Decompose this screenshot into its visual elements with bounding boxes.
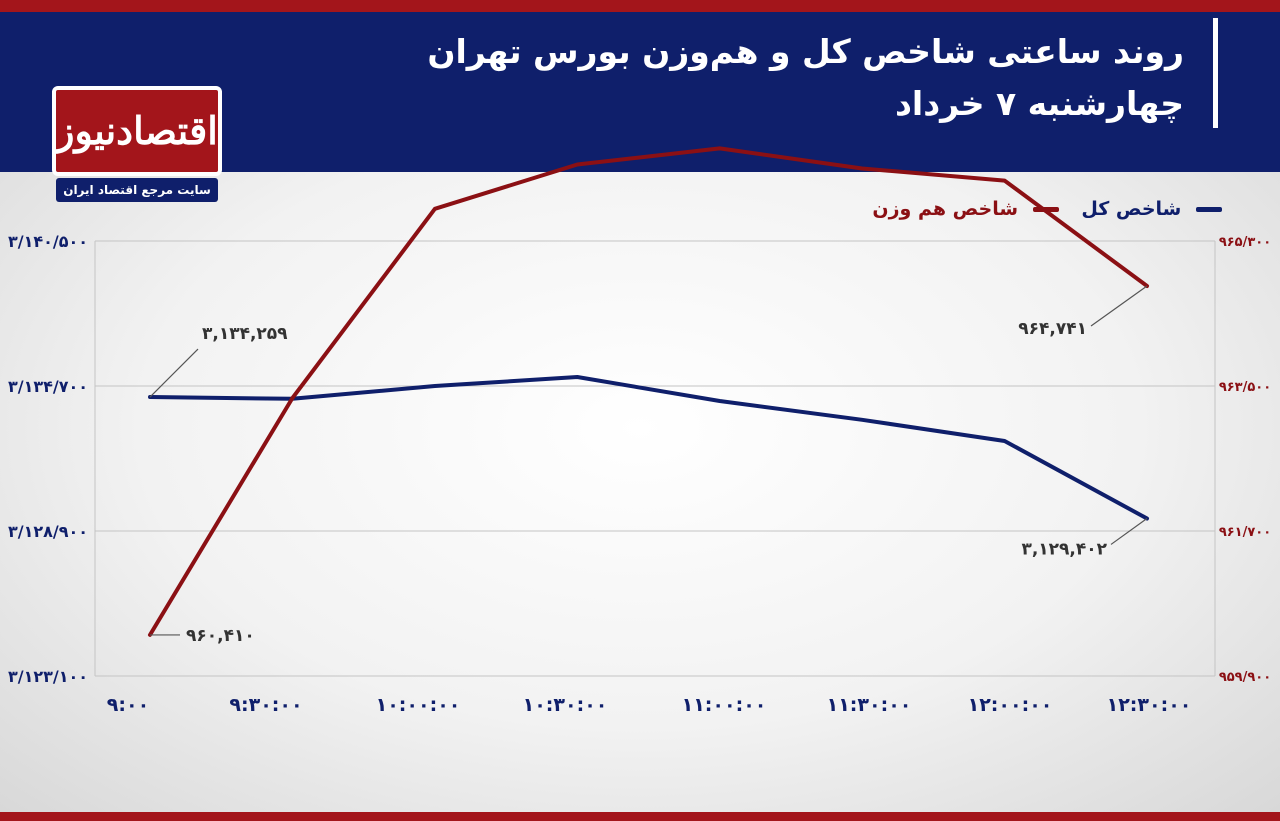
series-line-total [148,375,1149,521]
brand-tagline: سایت مرجع اقتصاد ایران [56,178,218,202]
y-right-tick-label: ۹۵۹/۹۰۰ [1219,670,1271,685]
chart-title-line1: روند ساعتی شاخص کل و هم‌وزن بورس تهران [427,32,1184,71]
y-left-tick-label: ۳/۱۳۴/۷۰۰ [8,377,88,396]
data-label: ۹۶۰,۴۱۰ [186,626,255,646]
series-line-equal [148,146,1149,637]
y-right-tick-label: ۹۶۱/۷۰۰ [1219,525,1271,540]
bottom-stripe [0,812,1280,821]
y-left-tick-label: ۳/۱۲۸/۹۰۰ [8,522,88,541]
x-tick-label: ۱۲:۳۰:۰۰ [1107,694,1192,716]
data-label: ۳,۱۲۹,۴۰۲ [1021,539,1107,559]
top-stripe [0,0,1280,12]
x-tick-label: ۱۱:۳۰:۰۰ [827,694,912,716]
brand-logo: اقتصادنیوز [52,86,222,176]
y-right-tick-label: ۹۶۳/۵۰۰ [1219,380,1271,395]
data-label: ۹۶۴,۷۴۱ [1018,319,1087,339]
x-tick-label: ۱۰:۰۰:۰۰ [376,694,461,716]
x-tick-label: ۱۲:۰۰:۰۰ [968,694,1053,716]
y-right-tick-label: ۹۶۵/۳۰۰ [1219,235,1271,250]
x-tick-label: ۱۰:۳۰:۰۰ [523,694,608,716]
chart-title: روند ساعتی شاخص کل و هم‌وزن بورس تهران چ… [384,26,1184,130]
annotation-leader [1090,285,1148,327]
plot-background [0,172,1280,812]
y-left-tick-label: ۳/۱۴۰/۵۰۰ [8,232,88,251]
brand-logo-text: اقتصادنیوز [56,108,218,153]
legend-label-equal: شاخص هم وزن [872,198,1019,220]
x-tick-label: ۹:۰۰ [107,694,149,716]
annotation-leader [1110,517,1148,545]
header-divider [1213,18,1218,128]
y-left-tick-label: ۳/۱۲۳/۱۰۰ [8,667,88,686]
legend-item-total: شاخص کل [1081,198,1222,220]
x-tick-label: ۱۱:۰۰:۰۰ [682,694,767,716]
data-label: ۳,۱۳۴,۲۵۹ [202,324,288,344]
legend-label-total: شاخص کل [1081,198,1182,220]
legend-swatch-total [1196,207,1222,212]
chart-title-line2: چهارشنبه ۷ خرداد [895,84,1184,123]
x-tick-label: ۹:۳۰:۰۰ [229,694,302,716]
annotation-leader [149,348,199,398]
